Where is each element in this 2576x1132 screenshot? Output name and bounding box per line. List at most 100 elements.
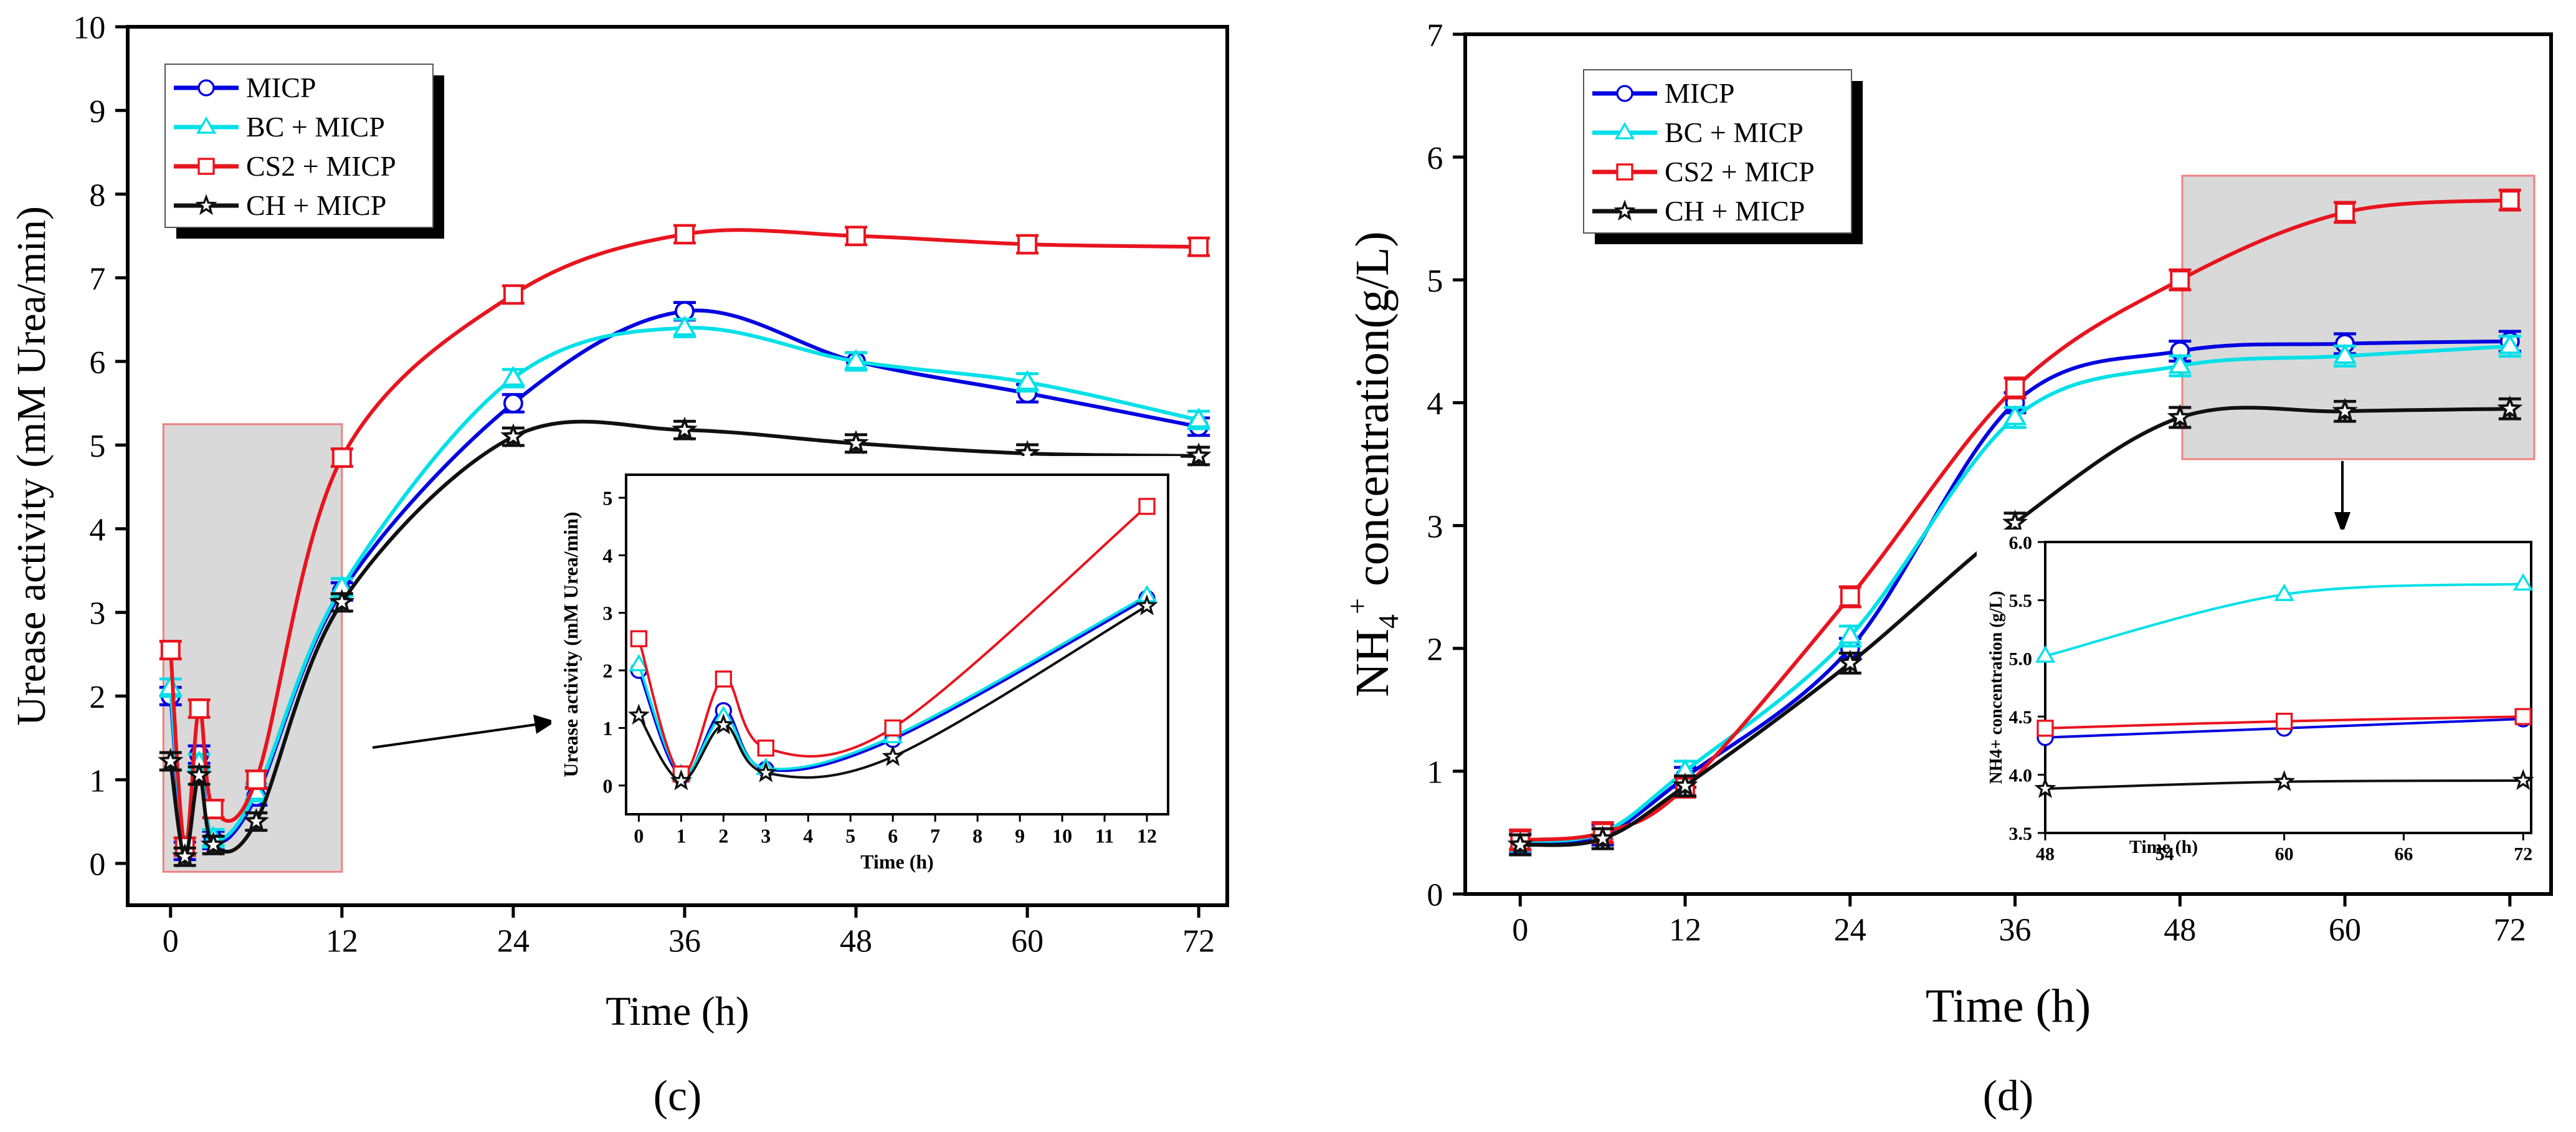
- inset-data-point: [2513, 573, 2534, 591]
- x-axis-label: Time (h): [606, 989, 749, 1034]
- inset-y-tick-label: 2: [602, 660, 612, 682]
- data-point: [2497, 395, 2523, 420]
- inset-data-point: [1138, 498, 1156, 515]
- inset-x-tick-label: 48: [2036, 844, 2055, 865]
- inset-x-tick-label: 72: [2514, 844, 2532, 865]
- inset-y-tick-label: 3: [602, 602, 612, 624]
- data-point: [160, 640, 181, 660]
- legend-marker: [197, 79, 215, 97]
- x-tick-label: 12: [1669, 913, 1701, 948]
- data-point: [1589, 825, 1616, 850]
- data-point: [243, 808, 269, 833]
- inset-data-point: [754, 761, 777, 782]
- data-point: [1189, 237, 1209, 257]
- y-tick-label: 10: [73, 11, 105, 46]
- inset-x-tick-label: 66: [2394, 844, 2413, 865]
- inset-data-point: [715, 670, 733, 688]
- data-point: [1187, 407, 1210, 428]
- series-line-3: [1520, 406, 2510, 847]
- y-tick-label: 5: [89, 429, 105, 464]
- inset-data-point: [2037, 720, 2054, 737]
- y-axis-label-subscript: 4: [1372, 614, 1404, 629]
- y-tick-label: 8: [89, 178, 105, 213]
- inset-x-tick-label: 5: [845, 825, 855, 847]
- inset-x-tick-label: 10: [1052, 825, 1072, 847]
- inset-data-point: [1136, 594, 1158, 616]
- legend-label: CH + MICP: [246, 189, 386, 221]
- x-tick-label: 60: [2329, 913, 2361, 948]
- zoom-arrow-head: [2334, 512, 2350, 535]
- y-axis-label-rest: concentration(g/L): [1346, 231, 1399, 598]
- inset-x-tick-label: 9: [1015, 825, 1025, 847]
- inset-x-tick-label: 1: [676, 825, 686, 847]
- data-point: [2332, 397, 2358, 422]
- inset-y-tick-label: 1: [602, 717, 612, 740]
- data-point: [843, 429, 869, 455]
- legend-label: CS2 + MICP: [246, 150, 396, 182]
- data-point: [1838, 623, 1862, 644]
- data-point: [846, 226, 866, 246]
- x-tick-label: 0: [1512, 913, 1528, 948]
- legend-marker: [1616, 85, 1633, 102]
- inset-data-point: [630, 630, 648, 647]
- data-point: [246, 769, 267, 790]
- x-tick-label: 72: [2494, 913, 2526, 948]
- inset-x-tick-label: 12: [1137, 825, 1157, 847]
- y-tick-label: 2: [1427, 632, 1443, 667]
- data-point: [844, 349, 868, 369]
- inset-x-tick-label: 0: [634, 825, 644, 847]
- x-tick-label: 48: [840, 924, 872, 959]
- legend-label: CS2 + MICP: [1665, 156, 1815, 188]
- inset-x-tick-label: 2: [718, 825, 728, 847]
- data-point: [500, 423, 526, 448]
- legend-marker: [197, 158, 215, 175]
- inset-data-point: [2034, 777, 2056, 799]
- legend-marker: [1614, 199, 1636, 221]
- inset-y-tick-label: 5.0: [2009, 649, 2033, 670]
- y-axis-label-superscript: +: [1341, 598, 1373, 614]
- x-tick-label: 48: [2164, 913, 2196, 948]
- inset-y-axis-label: Urease activity (mM Urea/min): [559, 511, 582, 777]
- y-tick-label: 4: [1427, 386, 1443, 422]
- x-tick-label: 24: [497, 924, 530, 959]
- y-tick-label: 5: [1427, 264, 1443, 299]
- inset-x-tick-label: 7: [930, 825, 940, 847]
- y-tick-label: 1: [1427, 755, 1443, 791]
- x-axis-label: Time (h): [1926, 980, 2091, 1032]
- inset-x-tick-label: 8: [972, 825, 982, 847]
- data-point: [200, 831, 227, 856]
- series-line-1: [1519, 344, 2510, 844]
- zoom-arrow-line: [372, 723, 536, 749]
- inset-data-point: [712, 713, 735, 735]
- inset-data-point: [882, 744, 904, 766]
- y-tick-label: 1: [89, 763, 105, 799]
- data-point: [503, 284, 523, 305]
- data-point: [2170, 270, 2190, 290]
- data-point: [2333, 343, 2357, 364]
- inset-x-tick-label: 3: [761, 825, 771, 847]
- inset-y-tick-label: 4: [602, 545, 612, 567]
- y-tick-label: 6: [89, 345, 105, 381]
- legend-marker: [196, 116, 217, 134]
- y-tick-label: 4: [89, 512, 105, 548]
- data-point: [672, 416, 698, 441]
- inset-data-point: [2273, 770, 2296, 791]
- inset-data-point: [2035, 645, 2056, 663]
- data-point: [2499, 190, 2520, 211]
- data-point: [172, 843, 198, 868]
- inset-data-point: [884, 719, 901, 737]
- inset-y-tick-label: 4.0: [2009, 765, 2033, 786]
- data-point: [186, 762, 212, 787]
- data-point: [1840, 586, 1860, 607]
- y-tick-label: 7: [89, 262, 105, 297]
- data-point: [331, 447, 352, 468]
- x-tick-label: 60: [1011, 924, 1043, 959]
- y-tick-label: 3: [89, 596, 105, 632]
- inset-y-tick-label: 6.0: [2009, 533, 2033, 553]
- y-axis-label: NH4+ concentration(g/L): [1341, 231, 1404, 697]
- data-point: [503, 393, 523, 414]
- series-line-2: [1520, 198, 2511, 842]
- data-point: [501, 365, 525, 386]
